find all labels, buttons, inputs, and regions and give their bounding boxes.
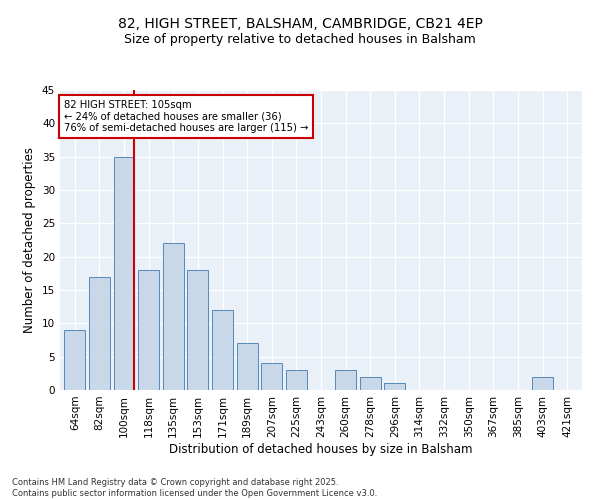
- Text: 82 HIGH STREET: 105sqm
← 24% of detached houses are smaller (36)
76% of semi-det: 82 HIGH STREET: 105sqm ← 24% of detached…: [64, 100, 308, 133]
- Bar: [532, 376, 553, 390]
- Bar: [113, 156, 134, 390]
- Bar: [360, 376, 381, 390]
- Bar: [89, 276, 110, 390]
- Bar: [163, 244, 184, 390]
- Text: 82, HIGH STREET, BALSHAM, CAMBRIDGE, CB21 4EP: 82, HIGH STREET, BALSHAM, CAMBRIDGE, CB2…: [118, 18, 482, 32]
- Bar: [187, 270, 208, 390]
- Text: Size of property relative to detached houses in Balsham: Size of property relative to detached ho…: [124, 32, 476, 46]
- Bar: [236, 344, 257, 390]
- Bar: [212, 310, 233, 390]
- Bar: [64, 330, 85, 390]
- X-axis label: Distribution of detached houses by size in Balsham: Distribution of detached houses by size …: [169, 442, 473, 456]
- Bar: [138, 270, 159, 390]
- Y-axis label: Number of detached properties: Number of detached properties: [23, 147, 37, 333]
- Bar: [261, 364, 282, 390]
- Bar: [335, 370, 356, 390]
- Text: Contains HM Land Registry data © Crown copyright and database right 2025.
Contai: Contains HM Land Registry data © Crown c…: [12, 478, 377, 498]
- Bar: [385, 384, 406, 390]
- Bar: [286, 370, 307, 390]
